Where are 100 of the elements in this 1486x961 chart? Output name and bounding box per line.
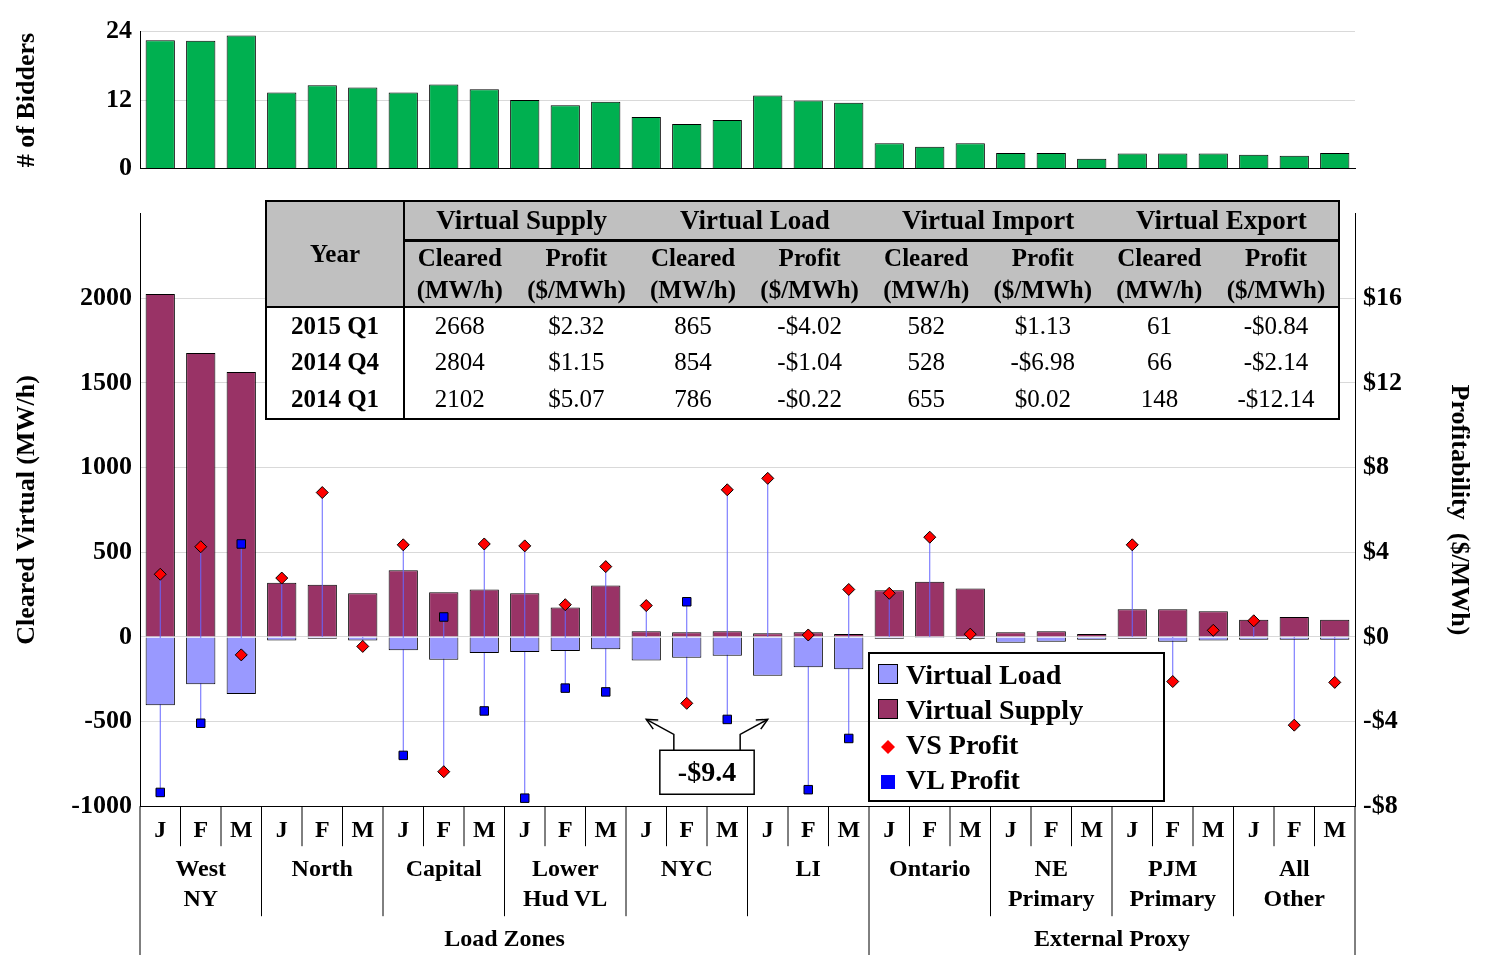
text: Capital bbox=[405, 855, 483, 882]
y-axis-title: Cleared Virtual (MW/h) bbox=[11, 375, 41, 645]
text: PJM Primary bbox=[1129, 855, 1217, 912]
category-label: 2014 Q4 bbox=[290, 348, 380, 375]
text: LI bbox=[795, 855, 821, 882]
text: $1.15 bbox=[548, 348, 605, 375]
x-tick-label: M bbox=[1080, 815, 1104, 842]
x-tick-label: F bbox=[679, 815, 695, 842]
y-axis-title: # of Bidders bbox=[11, 32, 41, 168]
annotation: Year bbox=[267, 202, 404, 307]
y2-tick-label: $0 bbox=[1363, 620, 1389, 650]
category-label: 2014 Q1 bbox=[290, 385, 380, 412]
legend-label: VS Profit bbox=[906, 728, 1019, 762]
x-tick-label: M bbox=[351, 815, 375, 842]
x-tick-label: F bbox=[557, 815, 573, 842]
x-tick-label: J bbox=[397, 815, 410, 842]
text: Ontario bbox=[889, 855, 971, 882]
y-tick-label: 24 bbox=[106, 15, 132, 45]
annotation: Virtual Load bbox=[638, 202, 872, 240]
x-tick-label: M bbox=[715, 815, 739, 842]
text: NYC bbox=[660, 855, 713, 882]
text: $1.13 bbox=[1014, 311, 1071, 339]
x-tick-label: F bbox=[436, 815, 452, 842]
x-tick-label: M bbox=[1323, 815, 1347, 842]
legend-label: Virtual Load bbox=[906, 658, 1062, 692]
category-label: 2015 Q1 bbox=[290, 311, 380, 339]
y-tick-label: 12 bbox=[106, 83, 132, 113]
x-tick-label: F bbox=[1286, 815, 1302, 842]
text: 582 bbox=[907, 311, 945, 339]
category-label: Cleared (MW/h) bbox=[1115, 242, 1204, 306]
text: -$0.22 bbox=[777, 385, 842, 412]
text: 655 bbox=[907, 385, 945, 412]
annotation: Virtual Import bbox=[871, 202, 1105, 240]
x-tick-label: J bbox=[1126, 815, 1139, 842]
text: 786 bbox=[674, 385, 712, 412]
category-label: Cleared (MW/h) bbox=[415, 242, 504, 306]
category-label: Profit ($/MWh) bbox=[992, 242, 1094, 306]
x-tick-label: M bbox=[837, 815, 861, 842]
x-tick-label: F bbox=[1165, 815, 1181, 842]
x-tick-label: J bbox=[518, 815, 531, 842]
x-tick-label: M bbox=[1201, 815, 1225, 842]
text: 148 bbox=[1140, 385, 1179, 412]
x-tick-label: J bbox=[1247, 815, 1260, 842]
x-tick-label: J bbox=[275, 815, 288, 842]
text: -$6.98 bbox=[1010, 348, 1076, 375]
x-tick-label: J bbox=[883, 815, 896, 842]
text: -$1.04 bbox=[777, 348, 842, 375]
x-tick-label: F bbox=[314, 815, 330, 842]
text: -$2.14 bbox=[1243, 348, 1309, 375]
y2-tick-label: -$4 bbox=[1363, 705, 1398, 735]
y2-tick-label: $8 bbox=[1363, 451, 1389, 481]
y2-tick-label: $4 bbox=[1363, 535, 1389, 565]
x-tick-label: J bbox=[761, 815, 774, 842]
x-tick-label: M bbox=[229, 815, 253, 842]
y2-tick-label: $16 bbox=[1363, 281, 1402, 311]
text: 66 bbox=[1146, 348, 1172, 375]
text: $0.02 bbox=[1014, 385, 1071, 412]
x-tick-label: F bbox=[193, 815, 209, 842]
y-tick-label: 0 bbox=[119, 620, 132, 650]
legend-label: VL Profit bbox=[906, 763, 1020, 797]
x-tick-label: M bbox=[594, 815, 618, 842]
text: $2.32 bbox=[548, 311, 605, 339]
category-label: Profit ($/MWh) bbox=[759, 242, 860, 306]
text: -$12.14 bbox=[1237, 385, 1315, 412]
category-label: Cleared (MW/h) bbox=[882, 242, 971, 306]
y-tick-label: 1500 bbox=[80, 366, 132, 396]
text: 2102 bbox=[434, 385, 485, 412]
y-tick-label: 2000 bbox=[80, 281, 132, 311]
y-tick-label: 0 bbox=[119, 152, 132, 182]
text: External Proxy bbox=[1033, 925, 1191, 952]
text: North bbox=[291, 855, 353, 882]
text: -$0.84 bbox=[1243, 311, 1309, 339]
text: 528 bbox=[907, 348, 945, 375]
x-tick-label: F bbox=[1043, 815, 1059, 842]
x-tick-label: J bbox=[1004, 815, 1017, 842]
category-label: Profit ($/MWh) bbox=[526, 242, 627, 306]
annotation: Virtual Export bbox=[1104, 202, 1338, 240]
text: Load Zones bbox=[444, 925, 565, 952]
legend-label: Virtual Supply bbox=[906, 693, 1084, 727]
text: 2804 bbox=[434, 348, 485, 375]
text: $5.07 bbox=[548, 385, 605, 412]
text: All Other bbox=[1263, 855, 1326, 912]
x-tick-label: F bbox=[800, 815, 816, 842]
y2-axis-title: Profitability ($/MWh) bbox=[1445, 384, 1475, 636]
text: 854 bbox=[674, 348, 712, 375]
text: Lower Hud VL bbox=[523, 855, 608, 912]
x-tick-label: J bbox=[154, 815, 167, 842]
x-tick-label: J bbox=[640, 815, 653, 842]
x-tick-label: F bbox=[922, 815, 938, 842]
x-tick-label: M bbox=[472, 815, 496, 842]
text: 61 bbox=[1146, 311, 1172, 339]
text: 2668 bbox=[434, 311, 485, 339]
text: 865 bbox=[674, 311, 712, 339]
x-tick-label: M bbox=[958, 815, 982, 842]
y-tick-label: 1000 bbox=[80, 451, 132, 481]
y-tick-label: 500 bbox=[93, 535, 132, 565]
text: West NY bbox=[175, 855, 227, 912]
annotation: Virtual Supply bbox=[404, 202, 639, 240]
category-label: Cleared (MW/h) bbox=[648, 242, 738, 306]
category-label: Profit ($/MWh) bbox=[1225, 242, 1327, 305]
